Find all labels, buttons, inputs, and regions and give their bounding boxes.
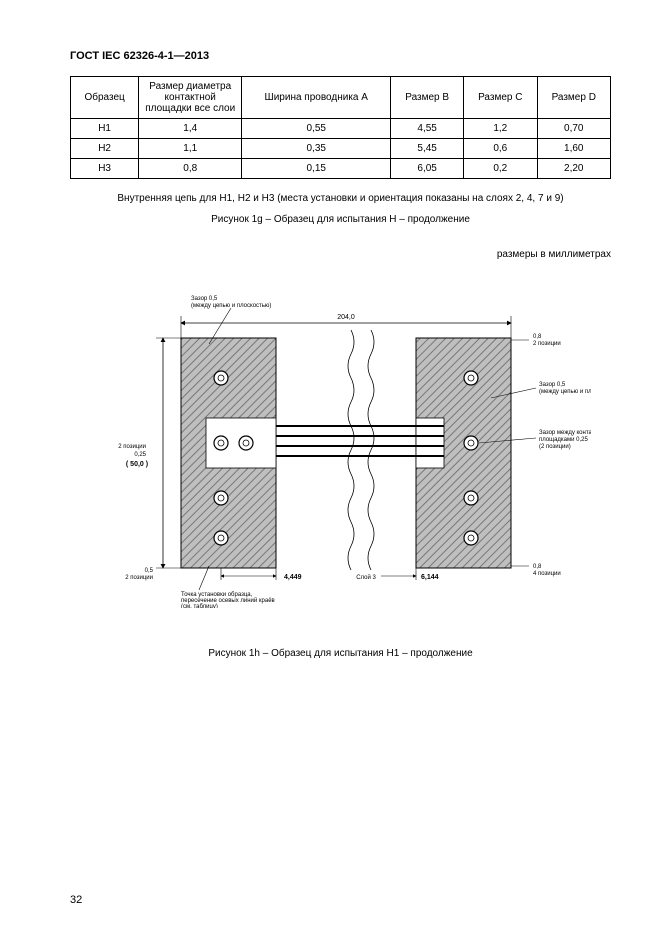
svg-text:(между цепью и плоскостью): (между цепью и плоскостью) xyxy=(191,303,271,309)
page-number: 32 xyxy=(70,894,82,906)
technical-drawing: 204,0 xyxy=(91,268,591,608)
col-pad-dia: Размер диаметра контактной площадки все … xyxy=(139,77,242,119)
table-row: H1 1,4 0,55 4,55 1,2 0,70 xyxy=(71,119,611,139)
svg-text:4,449: 4,449 xyxy=(284,574,302,581)
col-b: Размер B xyxy=(391,77,464,119)
svg-text:2 позиции: 2 позиции xyxy=(118,444,146,450)
svg-text:( 50,0 ): ( 50,0 ) xyxy=(125,461,147,468)
svg-text:6,144: 6,144 xyxy=(421,574,439,581)
table-header-row: Образец Размер диаметра контактной площа… xyxy=(71,77,611,119)
table-row: H3 0,8 0,15 6,05 0,2 2,20 xyxy=(71,159,611,179)
data-table: Образец Размер диаметра контактной площа… xyxy=(70,76,611,179)
svg-text:(см. таблицу): (см. таблицу) xyxy=(181,604,218,608)
svg-text:пересечение осевых линий краёв: пересечение осевых линий краёв xyxy=(181,597,275,604)
caption-1g-line1: Внутренняя цепь для H1, H2 и H3 (места у… xyxy=(70,193,611,204)
col-d: Размер D xyxy=(537,77,611,119)
svg-text:0,8: 0,8 xyxy=(533,564,542,570)
svg-text:Зазор 0,5: Зазор 0,5 xyxy=(539,382,566,388)
svg-text:2 позиции: 2 позиции xyxy=(125,575,153,581)
svg-text:0,25: 0,25 xyxy=(134,452,146,458)
col-sample: Образец xyxy=(71,77,139,119)
svg-text:0,5: 0,5 xyxy=(144,568,153,574)
caption-1g: Внутренняя цепь для H1, H2 и H3 (места у… xyxy=(70,193,611,225)
svg-text:Слой 3: Слой 3 xyxy=(356,574,376,581)
caption-1h: Рисунок 1h – Образец для испытания H1 – … xyxy=(70,648,611,659)
document-header: ГОСТ IEC 62326-4-1—2013 xyxy=(70,50,611,62)
svg-text:(2 позиции): (2 позиции) xyxy=(539,444,571,450)
svg-text:(между цепью и плоскостью): (между цепью и плоскостью) xyxy=(539,389,591,395)
col-cond-width: Ширина проводника A xyxy=(242,77,391,119)
svg-text:4 позиции: 4 позиции xyxy=(533,571,561,577)
table-row: H2 1,1 0,35 5,45 0,6 1,60 xyxy=(71,139,611,159)
figure-1h: 204,0 xyxy=(70,268,611,608)
svg-text:0,8: 0,8 xyxy=(533,334,542,340)
svg-text:Зазор между контактными: Зазор между контактными xyxy=(539,430,591,436)
col-c: Размер C xyxy=(464,77,537,119)
svg-text:площадками 0,25: площадками 0,25 xyxy=(539,437,589,443)
svg-text:2 позиции: 2 позиции xyxy=(533,341,561,347)
units-note: размеры в миллиметрах xyxy=(70,249,611,260)
svg-text:204,0: 204,0 xyxy=(337,314,355,321)
caption-1g-line2: Рисунок 1g – Образец для испытания H – п… xyxy=(70,214,611,225)
svg-text:Зазор 0,5: Зазор 0,5 xyxy=(191,296,218,302)
